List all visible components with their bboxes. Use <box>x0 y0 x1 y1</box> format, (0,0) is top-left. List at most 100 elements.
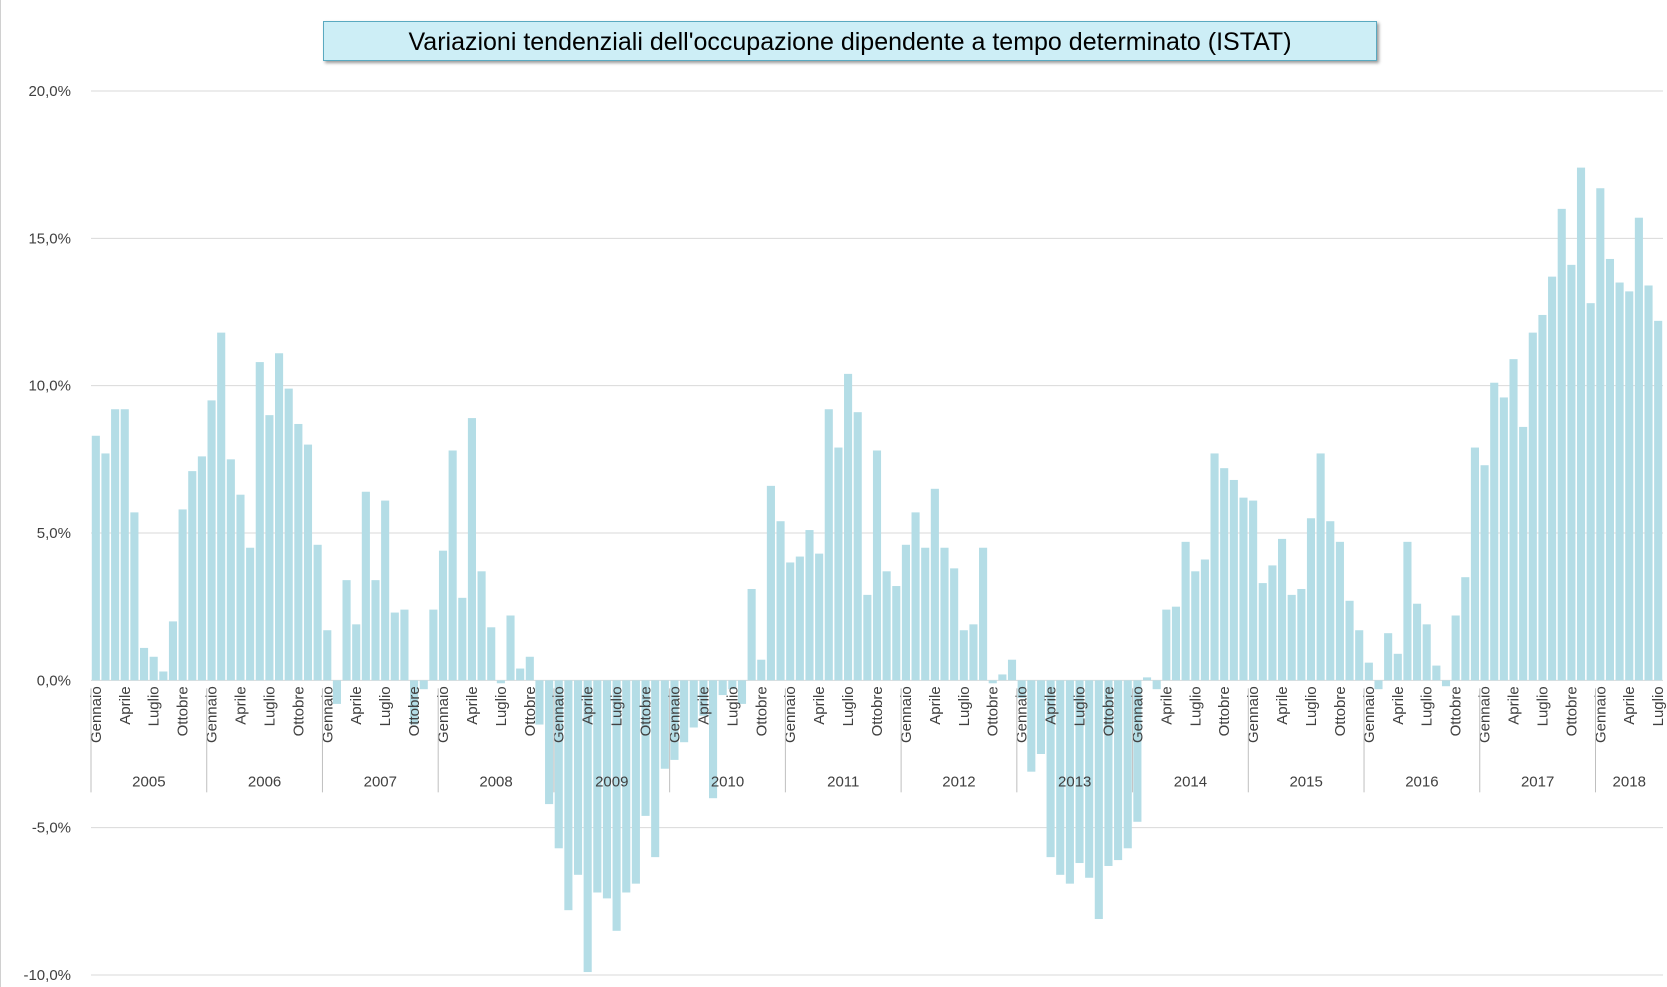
bar <box>737 680 747 704</box>
bar <box>680 680 689 743</box>
bar <box>1490 382 1499 681</box>
bar <box>1114 680 1123 861</box>
bar <box>1316 453 1325 681</box>
bar <box>1374 680 1383 690</box>
bar <box>400 609 409 681</box>
bar <box>979 547 988 681</box>
bar <box>757 659 766 681</box>
year-label: 2009 <box>595 773 628 790</box>
bar <box>1345 600 1354 681</box>
x-tick-label: Aprile <box>695 686 712 724</box>
x-tick-label: Luglio <box>956 686 973 726</box>
bar <box>651 680 660 858</box>
bar <box>1576 167 1586 681</box>
bar <box>1432 665 1441 681</box>
year-label: 2007 <box>364 773 397 790</box>
year-label: 2008 <box>479 773 512 790</box>
x-tick-label: Aprile <box>1621 686 1638 724</box>
bar <box>1036 680 1046 754</box>
y-tick-label: 15,0% <box>28 230 71 247</box>
bar <box>930 488 939 681</box>
bar <box>91 435 100 681</box>
bar <box>708 680 718 799</box>
bar <box>1239 497 1248 681</box>
bar <box>1441 680 1451 687</box>
x-tick-label: Luglio <box>146 686 163 726</box>
bar <box>217 332 226 681</box>
bar <box>1451 615 1460 681</box>
bar <box>284 388 293 681</box>
bar <box>371 580 380 681</box>
bar <box>448 450 457 681</box>
bar <box>1152 680 1161 690</box>
bar <box>1142 677 1152 681</box>
bar <box>1393 653 1402 681</box>
bar <box>178 509 187 681</box>
bar <box>1461 577 1470 681</box>
bar <box>1335 541 1344 681</box>
x-tick-label: Aprile <box>1043 686 1060 724</box>
bar <box>197 456 206 681</box>
bar <box>699 680 708 716</box>
bar <box>641 680 650 816</box>
bar <box>1470 447 1479 681</box>
bar <box>1181 541 1190 681</box>
x-tick-label: Ottobre <box>1332 686 1349 736</box>
bar <box>573 680 583 875</box>
bar <box>1509 359 1518 681</box>
x-tick-label: Luglio <box>1534 686 1551 726</box>
bar <box>496 680 505 684</box>
bar <box>1519 426 1528 681</box>
bar <box>525 656 534 681</box>
bar <box>1557 208 1566 681</box>
bar <box>313 544 322 681</box>
x-tick-label: Luglio <box>1650 686 1666 726</box>
bar <box>1162 609 1171 681</box>
bar <box>1027 680 1036 772</box>
x-tick-label: Ottobre <box>753 686 770 736</box>
bar <box>622 680 631 893</box>
y-tick-label: -10,0% <box>23 967 71 984</box>
bar <box>159 671 168 681</box>
x-tick-label: Aprile <box>117 686 134 724</box>
bar <box>419 680 428 690</box>
x-tick-label: Gennaio <box>1129 686 1146 743</box>
year-label: 2012 <box>942 773 975 790</box>
bar <box>583 680 592 973</box>
year-label: 2017 <box>1521 773 1554 790</box>
bar <box>805 530 814 681</box>
bar <box>1104 680 1113 866</box>
x-tick-label: Luglio <box>1072 686 1089 726</box>
x-tick-label: Ottobre <box>175 686 192 736</box>
x-tick-label: Gennaio <box>551 686 568 743</box>
bar <box>1297 588 1306 681</box>
bar <box>998 674 1007 681</box>
year-label: 2016 <box>1405 773 1438 790</box>
bar <box>1326 521 1335 681</box>
y-tick-label: 0,0% <box>37 672 71 689</box>
bar <box>255 362 264 681</box>
x-tick-label: Gennaio <box>1361 686 1378 743</box>
bar <box>188 471 197 681</box>
y-tick-label: -5,0% <box>32 820 71 837</box>
x-tick-label: Ottobre <box>1563 686 1580 736</box>
bar <box>554 680 563 849</box>
bar <box>1056 680 1065 875</box>
x-tick-label: Luglio <box>261 686 278 726</box>
bar <box>988 680 997 684</box>
bar <box>853 412 862 681</box>
bar <box>834 447 843 681</box>
y-tick-label: 5,0% <box>37 525 71 542</box>
x-tick-label: Aprile <box>580 686 597 724</box>
bar <box>959 630 968 681</box>
bar <box>766 485 775 681</box>
bar <box>593 680 602 893</box>
x-tick-label: Luglio <box>1303 686 1320 726</box>
bar <box>950 568 959 681</box>
bar <box>130 512 139 681</box>
year-label: 2011 <box>827 773 859 790</box>
bar <box>226 459 235 681</box>
bar <box>1528 332 1537 681</box>
bar <box>101 453 110 681</box>
